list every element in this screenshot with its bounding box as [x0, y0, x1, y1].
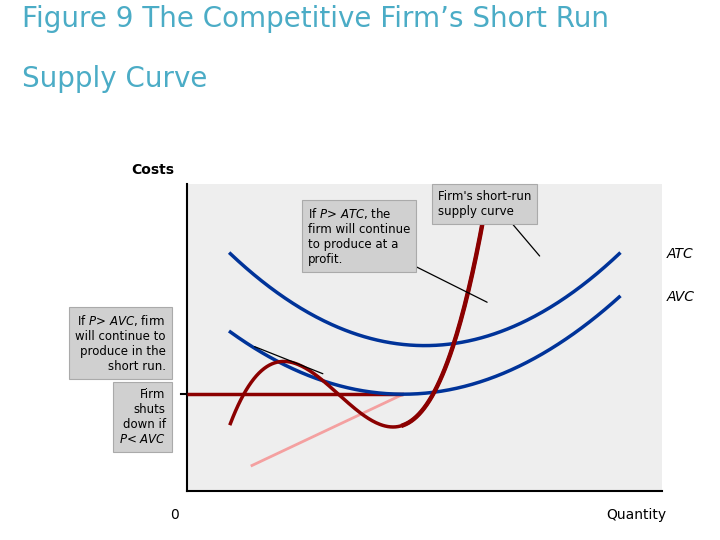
Text: If $P$> $ATC$, the
firm will continue
to produce at a
profit.: If $P$> $ATC$, the firm will continue to…: [308, 206, 410, 266]
Text: If $P$> $AVC$, firm
will continue to
produce in the
short run.: If $P$> $AVC$, firm will continue to pro…: [75, 313, 166, 373]
Text: 0: 0: [170, 508, 179, 522]
Text: Firm
shuts
down if
$P$< $AVC$: Firm shuts down if $P$< $AVC$: [119, 388, 166, 445]
Text: AVC: AVC: [667, 290, 695, 304]
Text: Supply Curve: Supply Curve: [22, 65, 207, 93]
Text: Quantity: Quantity: [606, 508, 667, 522]
Text: ATC: ATC: [667, 247, 693, 261]
Text: Figure 9 The Competitive Firm’s Short Run: Figure 9 The Competitive Firm’s Short Ru…: [22, 5, 608, 33]
Text: Firm's short-run
supply curve: Firm's short-run supply curve: [438, 190, 531, 218]
Text: Costs: Costs: [131, 163, 174, 177]
